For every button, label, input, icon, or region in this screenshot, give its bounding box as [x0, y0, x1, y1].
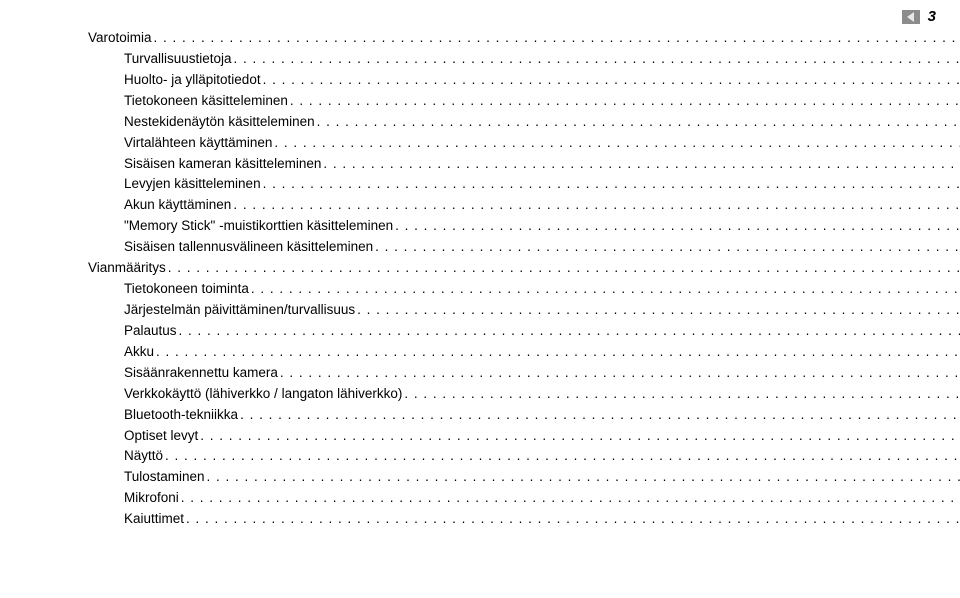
item-label: Tietokoneen toiminta: [124, 279, 249, 300]
toc-item: Bluetooth-tekniikka. . . . . . . . . . .…: [88, 405, 960, 426]
section-label: Vianmääritys: [88, 258, 166, 279]
toc-item: Mikrofoni. . . . . . . . . . . . . . . .…: [88, 488, 960, 509]
leader-dots: . . . . . . . . . . . . . . . . . . . . …: [177, 321, 960, 342]
toc-item: Kaiuttimet. . . . . . . . . . . . . . . …: [88, 509, 960, 530]
item-label: Tietokoneen käsitteleminen: [124, 91, 288, 112]
leader-dots: . . . . . . . . . . . . . . . . . . . . …: [402, 384, 960, 405]
toc-item: Turvallisuustietoja. . . . . . . . . . .…: [88, 49, 960, 70]
leader-dots: . . . . . . . . . . . . . . . . . . . . …: [355, 300, 960, 321]
toc-item: Palautus. . . . . . . . . . . . . . . . …: [88, 321, 960, 342]
item-label: "Memory Stick" -muistikorttien käsittele…: [124, 216, 393, 237]
leader-dots: . . . . . . . . . . . . . . . . . . . . …: [163, 446, 960, 467]
item-label: Bluetooth-tekniikka: [124, 405, 238, 426]
item-label: Virtalähteen käyttäminen: [124, 133, 272, 154]
toc-item: Akun käyttäminen. . . . . . . . . . . . …: [88, 195, 960, 216]
toc-section: Varotoimia. . . . . . . . . . . . . . . …: [88, 28, 960, 49]
toc-item: Näyttö. . . . . . . . . . . . . . . . . …: [88, 446, 960, 467]
toc-item: Tietokoneen toiminta. . . . . . . . . . …: [88, 279, 960, 300]
item-label: Sisäisen kameran käsitteleminen: [124, 154, 321, 175]
item-label: Järjestelmän päivittäminen/turvallisuus: [124, 300, 355, 321]
leader-dots: . . . . . . . . . . . . . . . . . . . . …: [152, 28, 960, 49]
leader-dots: . . . . . . . . . . . . . . . . . . . . …: [272, 133, 960, 154]
item-label: Näyttö: [124, 446, 163, 467]
toc-item: Tietokoneen käsitteleminen. . . . . . . …: [88, 91, 960, 112]
toc-section: Vianmääritys. . . . . . . . . . . . . . …: [88, 258, 960, 279]
toc-item: Järjestelmän päivittäminen/turvallisuus.…: [88, 300, 960, 321]
leader-dots: . . . . . . . . . . . . . . . . . . . . …: [261, 174, 960, 195]
item-label: Palautus: [124, 321, 177, 342]
item-label: Levyjen käsitteleminen: [124, 174, 261, 195]
leader-dots: . . . . . . . . . . . . . . . . . . . . …: [205, 467, 960, 488]
columns: Varotoimia. . . . . . . . . . . . . . . …: [88, 28, 920, 530]
item-label: Akun käyttäminen: [124, 195, 231, 216]
leader-dots: . . . . . . . . . . . . . . . . . . . . …: [232, 49, 960, 70]
item-label: Mikrofoni: [124, 488, 179, 509]
item-label: Nestekidenäytön käsitteleminen: [124, 112, 315, 133]
toc-item: Verkkokäyttö (lähiverkko / langaton lähi…: [88, 384, 960, 405]
item-label: Huolto- ja ylläpitotiedot: [124, 70, 261, 91]
arrow-back-icon: [902, 10, 920, 24]
page-number-area: 3: [902, 8, 936, 25]
leader-dots: . . . . . . . . . . . . . . . . . . . . …: [179, 488, 960, 509]
toc-item: Sisäänrakennettu kamera. . . . . . . . .…: [88, 363, 960, 384]
toc-item: Levyjen käsitteleminen. . . . . . . . . …: [88, 174, 960, 195]
toc-item: Akku. . . . . . . . . . . . . . . . . . …: [88, 342, 960, 363]
leader-dots: . . . . . . . . . . . . . . . . . . . . …: [288, 91, 960, 112]
toc-item: "Memory Stick" -muistikorttien käsittele…: [88, 216, 960, 237]
leader-dots: . . . . . . . . . . . . . . . . . . . . …: [238, 405, 960, 426]
leader-dots: . . . . . . . . . . . . . . . . . . . . …: [373, 237, 960, 258]
leader-dots: . . . . . . . . . . . . . . . . . . . . …: [198, 426, 960, 447]
toc-item: Sisäisen tallennusvälineen käsittelemine…: [88, 237, 960, 258]
item-label: Sisäänrakennettu kamera: [124, 363, 278, 384]
toc-item: Virtalähteen käyttäminen. . . . . . . . …: [88, 133, 960, 154]
leader-dots: . . . . . . . . . . . . . . . . . . . . …: [166, 258, 960, 279]
toc-page: 3 Varotoimia. . . . . . . . . . . . . . …: [0, 0, 960, 598]
item-label: Tulostaminen: [124, 467, 205, 488]
leader-dots: . . . . . . . . . . . . . . . . . . . . …: [231, 195, 960, 216]
toc-item: Nestekidenäytön käsitteleminen. . . . . …: [88, 112, 960, 133]
leader-dots: . . . . . . . . . . . . . . . . . . . . …: [315, 112, 960, 133]
toc-item: Tulostaminen. . . . . . . . . . . . . . …: [88, 467, 960, 488]
leader-dots: . . . . . . . . . . . . . . . . . . . . …: [321, 154, 960, 175]
leader-dots: . . . . . . . . . . . . . . . . . . . . …: [249, 279, 960, 300]
toc-left-column: Varotoimia. . . . . . . . . . . . . . . …: [88, 28, 960, 530]
section-label: Varotoimia: [88, 28, 152, 49]
leader-dots: . . . . . . . . . . . . . . . . . . . . …: [393, 216, 960, 237]
leader-dots: . . . . . . . . . . . . . . . . . . . . …: [278, 363, 960, 384]
leader-dots: . . . . . . . . . . . . . . . . . . . . …: [184, 509, 960, 530]
toc-item: Sisäisen kameran käsitteleminen. . . . .…: [88, 154, 960, 175]
item-label: Akku: [124, 342, 154, 363]
item-label: Optiset levyt: [124, 426, 198, 447]
item-label: Verkkokäyttö (lähiverkko / langaton lähi…: [124, 384, 402, 405]
item-label: Sisäisen tallennusvälineen käsittelemine…: [124, 237, 373, 258]
toc-item: Optiset levyt. . . . . . . . . . . . . .…: [88, 426, 960, 447]
toc-item: Huolto- ja ylläpitotiedot. . . . . . . .…: [88, 70, 960, 91]
page-number: 3: [928, 8, 936, 25]
item-label: Kaiuttimet: [124, 509, 184, 530]
leader-dots: . . . . . . . . . . . . . . . . . . . . …: [261, 70, 960, 91]
leader-dots: . . . . . . . . . . . . . . . . . . . . …: [154, 342, 960, 363]
item-label: Turvallisuustietoja: [124, 49, 232, 70]
